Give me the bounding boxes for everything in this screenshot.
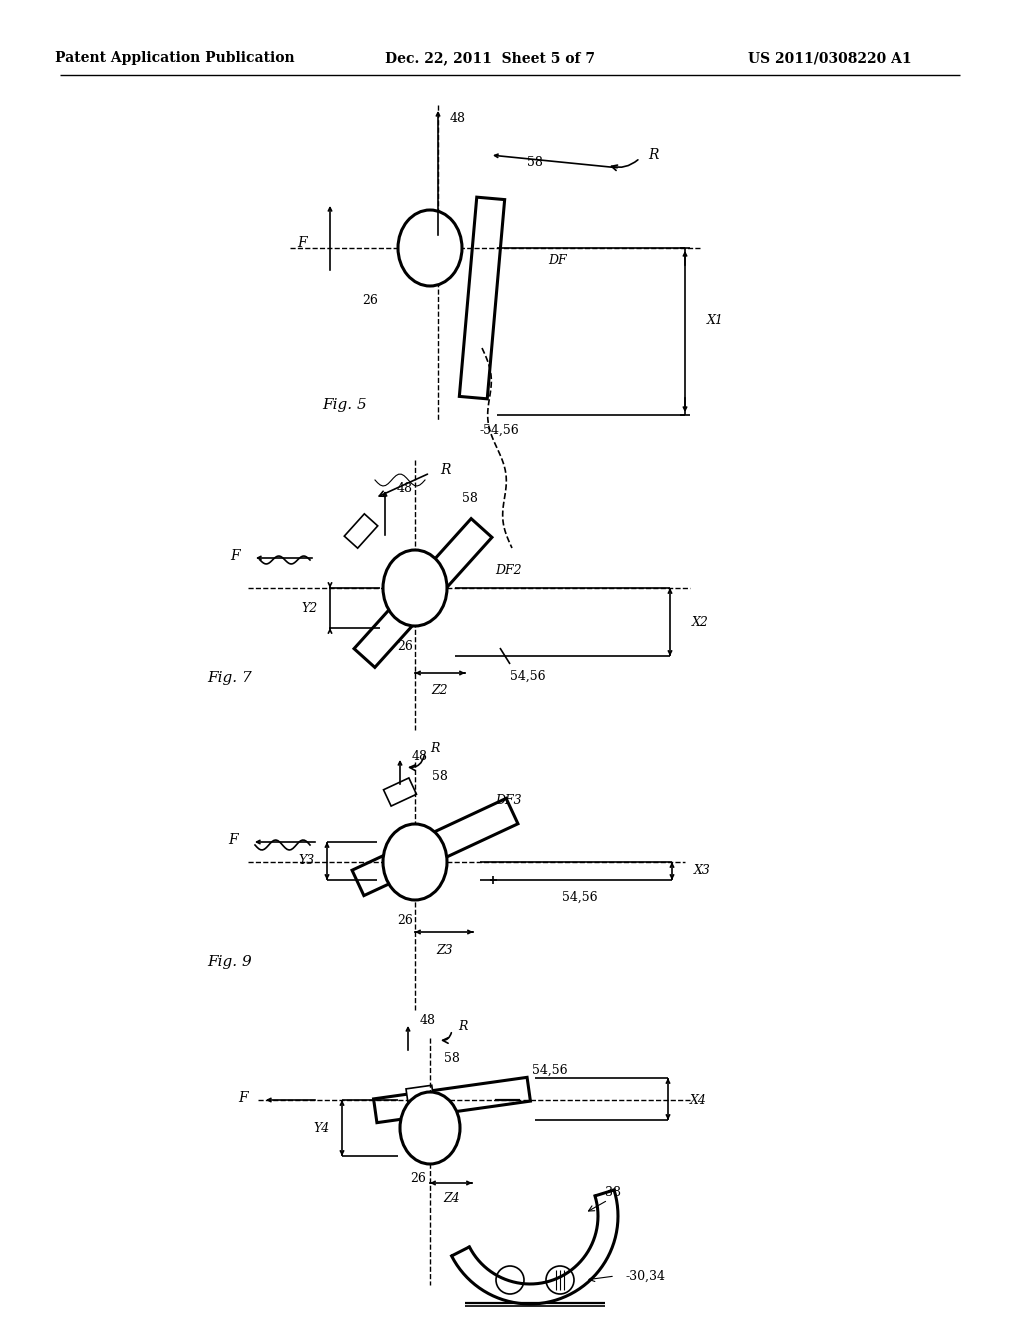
Text: R: R xyxy=(458,1019,467,1032)
Text: R: R xyxy=(430,742,439,755)
Text: Z3: Z3 xyxy=(436,944,454,957)
Text: Y4: Y4 xyxy=(313,1122,330,1134)
Polygon shape xyxy=(460,197,505,399)
Text: 26: 26 xyxy=(410,1172,426,1184)
Ellipse shape xyxy=(383,550,447,626)
Text: 58: 58 xyxy=(462,491,478,504)
Polygon shape xyxy=(344,513,378,548)
Text: 48: 48 xyxy=(450,111,466,124)
Text: 38: 38 xyxy=(605,1187,621,1200)
Text: -30,34: -30,34 xyxy=(625,1270,665,1283)
Text: F: F xyxy=(230,549,240,564)
Text: 58: 58 xyxy=(444,1052,460,1064)
Text: 54,56: 54,56 xyxy=(532,1064,568,1077)
Text: 48: 48 xyxy=(397,482,413,495)
Text: 58: 58 xyxy=(432,771,447,784)
Polygon shape xyxy=(384,777,417,807)
Text: X3: X3 xyxy=(694,865,711,878)
Ellipse shape xyxy=(398,210,462,286)
Text: Y3: Y3 xyxy=(299,854,315,866)
Text: 54,56: 54,56 xyxy=(562,891,598,903)
Text: F: F xyxy=(228,833,238,847)
Text: Fig. 5: Fig. 5 xyxy=(323,399,368,412)
Polygon shape xyxy=(354,519,492,668)
Text: DF3: DF3 xyxy=(495,793,521,807)
Ellipse shape xyxy=(383,824,447,900)
Polygon shape xyxy=(406,1085,434,1105)
Text: X2: X2 xyxy=(692,616,709,630)
Text: 26: 26 xyxy=(397,913,413,927)
Text: Y2: Y2 xyxy=(302,602,318,615)
Text: X1: X1 xyxy=(707,314,724,326)
Text: F: F xyxy=(297,236,307,249)
Polygon shape xyxy=(352,799,518,895)
Text: Fig. 9: Fig. 9 xyxy=(208,954,252,969)
Text: 48: 48 xyxy=(420,1015,436,1027)
Polygon shape xyxy=(374,1077,530,1123)
Text: 58: 58 xyxy=(527,157,543,169)
Text: 54,56: 54,56 xyxy=(510,669,546,682)
Text: Fig. 7: Fig. 7 xyxy=(208,671,252,685)
Text: F: F xyxy=(239,1092,248,1105)
Text: 26: 26 xyxy=(397,639,413,652)
Text: 26: 26 xyxy=(362,293,378,306)
Text: R: R xyxy=(440,463,451,477)
Ellipse shape xyxy=(400,1092,460,1164)
Text: Z4: Z4 xyxy=(443,1192,461,1205)
Text: DF: DF xyxy=(548,253,566,267)
Text: US 2011/0308220 A1: US 2011/0308220 A1 xyxy=(749,51,911,65)
Text: R: R xyxy=(648,148,658,162)
Text: Dec. 22, 2011  Sheet 5 of 7: Dec. 22, 2011 Sheet 5 of 7 xyxy=(385,51,595,65)
Text: 48: 48 xyxy=(412,751,428,763)
Text: X4: X4 xyxy=(690,1093,707,1106)
Text: -54,56: -54,56 xyxy=(480,424,520,437)
Text: DF2: DF2 xyxy=(495,564,521,577)
Text: Z2: Z2 xyxy=(432,685,449,697)
Text: Patent Application Publication: Patent Application Publication xyxy=(55,51,295,65)
